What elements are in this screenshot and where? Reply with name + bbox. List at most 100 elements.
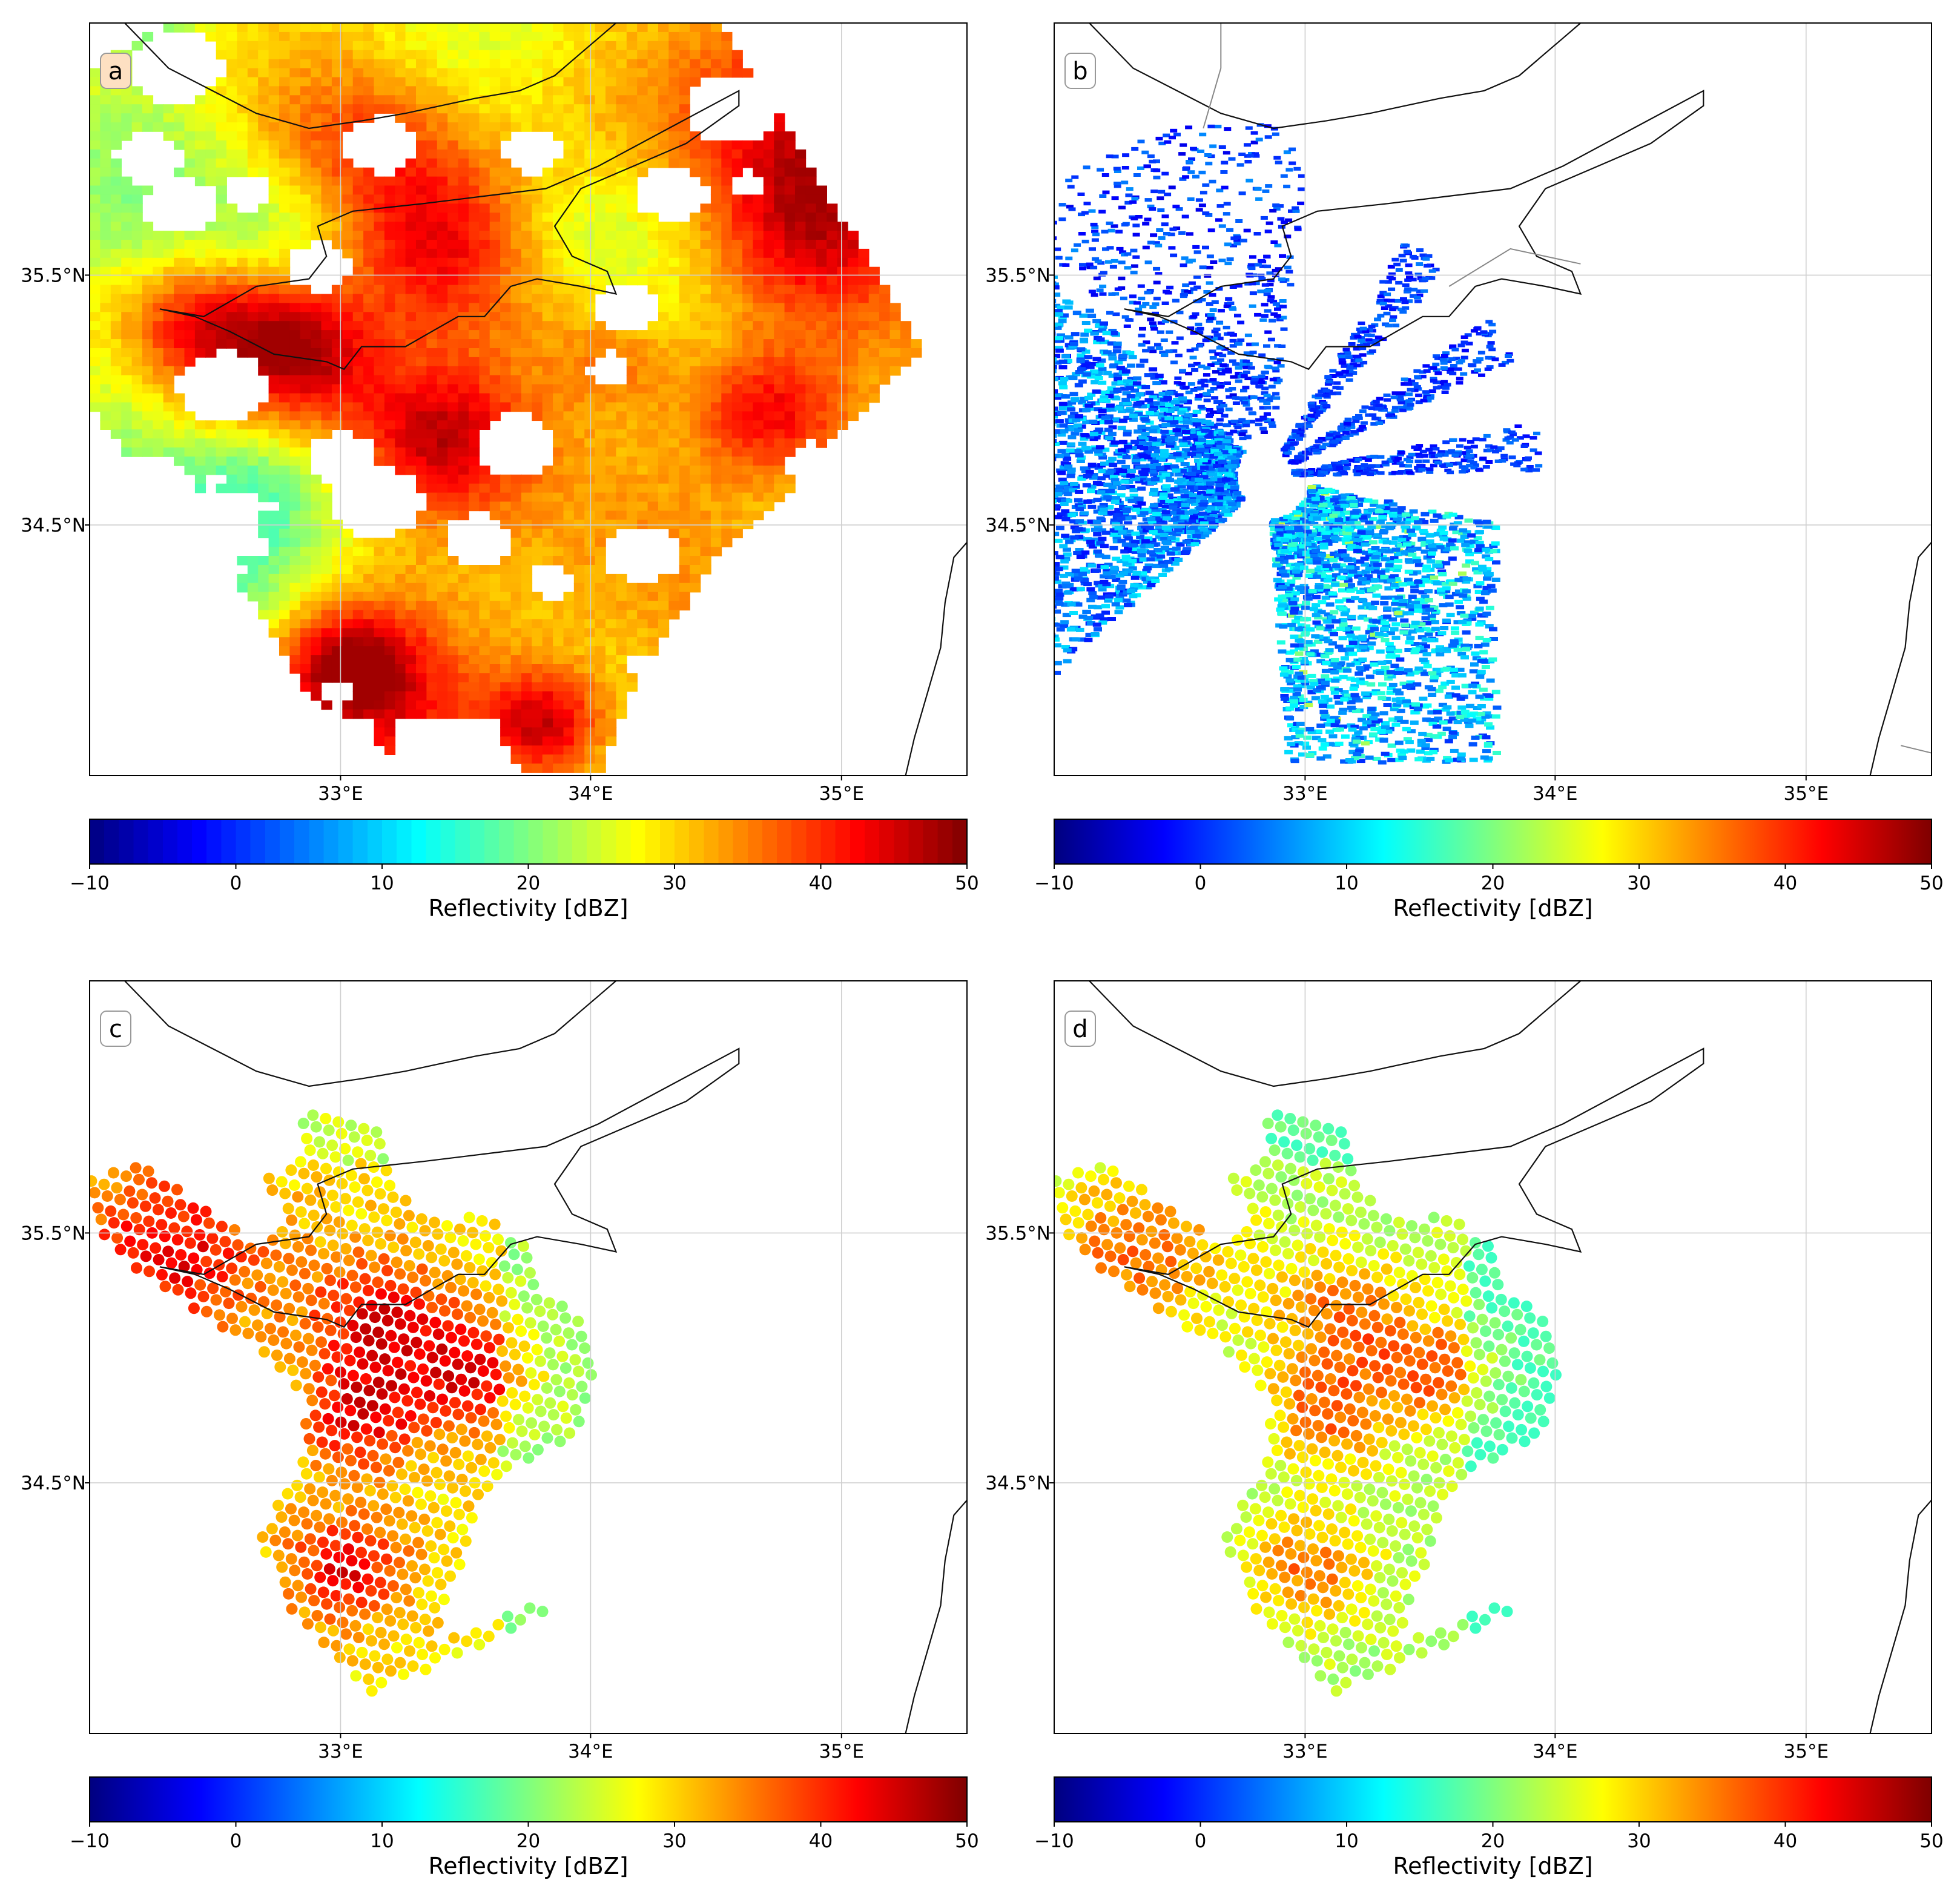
obs-point-d	[1402, 1493, 1414, 1505]
obs-point-c	[367, 1449, 379, 1462]
panel-label-box-c	[100, 1011, 131, 1047]
obs-point-d	[1443, 1465, 1455, 1477]
obs-point-d	[1060, 1213, 1072, 1225]
obs-point-d	[1511, 1308, 1523, 1321]
obs-point-c	[229, 1324, 242, 1336]
obs-point-c	[292, 1580, 304, 1592]
obs-point-d	[1095, 1212, 1107, 1224]
obs-point-d	[1339, 1626, 1351, 1638]
y-tick-label-b-0: 35.5°N	[985, 265, 1051, 286]
obs-point-c	[182, 1276, 194, 1288]
obs-point-c	[501, 1611, 513, 1623]
obs-point-d	[1260, 1591, 1272, 1603]
obs-point-c	[323, 1513, 335, 1525]
obs-point-d	[1265, 1182, 1278, 1195]
obs-point-c	[337, 1278, 349, 1290]
obs-point-d	[1316, 1196, 1328, 1208]
obs-point-d	[1333, 1311, 1345, 1324]
obs-point-d	[1345, 1503, 1357, 1515]
obs-point-d	[1310, 1120, 1322, 1132]
obs-point-d	[1333, 1600, 1345, 1612]
obs-point-c	[282, 1488, 294, 1500]
obs-point-d	[1480, 1425, 1493, 1437]
obs-point-c	[152, 1204, 164, 1216]
obs-point-c	[483, 1631, 495, 1643]
obs-point-d	[1518, 1385, 1530, 1397]
obs-point-d	[1382, 1413, 1394, 1425]
obs-point-c	[394, 1218, 406, 1230]
obs-point-d	[1280, 1386, 1292, 1398]
obs-point-d	[1401, 1443, 1413, 1456]
obs-point-d	[1278, 1421, 1290, 1433]
obs-point-d	[1427, 1400, 1438, 1412]
obs-point-c	[111, 1182, 123, 1194]
obs-point-c	[429, 1267, 441, 1279]
obs-point-d	[1424, 1535, 1436, 1547]
obs-point-c	[443, 1370, 455, 1382]
obs-point-c	[502, 1271, 514, 1284]
obs-point-c	[451, 1647, 463, 1659]
obs-point-c	[378, 1303, 391, 1315]
obs-point-c	[391, 1641, 403, 1654]
obs-point-c	[343, 1543, 354, 1555]
obs-point-d	[1254, 1279, 1266, 1291]
obs-point-c	[424, 1390, 435, 1402]
obs-point-c	[399, 1483, 411, 1496]
obs-point-c	[302, 1233, 314, 1245]
obs-point-d	[1482, 1240, 1494, 1252]
obs-point-c	[320, 1548, 332, 1560]
obs-point-d	[1247, 1538, 1259, 1550]
obs-point-c	[453, 1459, 465, 1471]
obs-point-c	[397, 1283, 409, 1295]
obs-point-c	[503, 1372, 515, 1384]
obs-point-c	[386, 1480, 398, 1492]
obs-point-d	[1327, 1235, 1339, 1247]
green-line-b	[1448, 248, 1581, 287]
obs-point-d	[1313, 1181, 1325, 1193]
panel-label-text-a: a	[108, 58, 124, 85]
obs-point-d	[1343, 1303, 1355, 1315]
obs-point-c	[271, 1299, 283, 1311]
obs-point-c	[366, 1350, 378, 1362]
obs-point-c	[575, 1330, 587, 1342]
obs-point-d	[1172, 1282, 1184, 1294]
obs-point-c	[443, 1420, 455, 1432]
obs-point-c	[432, 1567, 443, 1579]
obs-point-d	[1269, 1483, 1281, 1495]
obs-point-c	[386, 1380, 397, 1392]
obs-point-c	[470, 1338, 483, 1350]
obs-point-d	[1341, 1488, 1353, 1500]
obs-point-d	[1423, 1385, 1435, 1397]
obs-point-c	[439, 1305, 450, 1317]
obs-point-d	[1373, 1422, 1385, 1434]
obs-point-c	[403, 1545, 415, 1557]
colorbar-tick-label-d-3: 20	[1481, 1830, 1505, 1852]
obs-point-d	[1393, 1552, 1405, 1564]
obs-point-c	[369, 1311, 381, 1324]
coastline-turkey-b	[1089, 23, 1582, 130]
obs-point-d	[1281, 1147, 1293, 1159]
colorbar-tick-label-a-0: −10	[70, 872, 109, 894]
obs-point-c	[171, 1184, 183, 1196]
obs-point-d	[1180, 1221, 1192, 1233]
obs-point-c	[402, 1445, 414, 1457]
obs-point-d	[1335, 1126, 1347, 1138]
colorbar-tick-label-d-0: −10	[1034, 1830, 1074, 1852]
obs-point-d	[1356, 1641, 1367, 1654]
obs-point-d	[1447, 1242, 1459, 1254]
obs-point-d	[1351, 1580, 1364, 1592]
obs-point-c	[216, 1221, 228, 1233]
obs-point-d	[1438, 1304, 1450, 1316]
obs-point-c	[400, 1583, 412, 1595]
obs-point-c	[263, 1172, 275, 1184]
obs-point-c	[280, 1337, 292, 1350]
obs-point-d	[1361, 1468, 1372, 1480]
obs-point-d	[1244, 1187, 1256, 1199]
obs-point-d	[1418, 1558, 1430, 1571]
obs-point-d	[1276, 1610, 1288, 1621]
obs-point-c	[306, 1394, 318, 1406]
obs-point-d	[1399, 1243, 1411, 1255]
obs-point-d	[1149, 1237, 1161, 1249]
obs-point-c	[554, 1436, 566, 1448]
obs-point-d	[1358, 1218, 1370, 1230]
